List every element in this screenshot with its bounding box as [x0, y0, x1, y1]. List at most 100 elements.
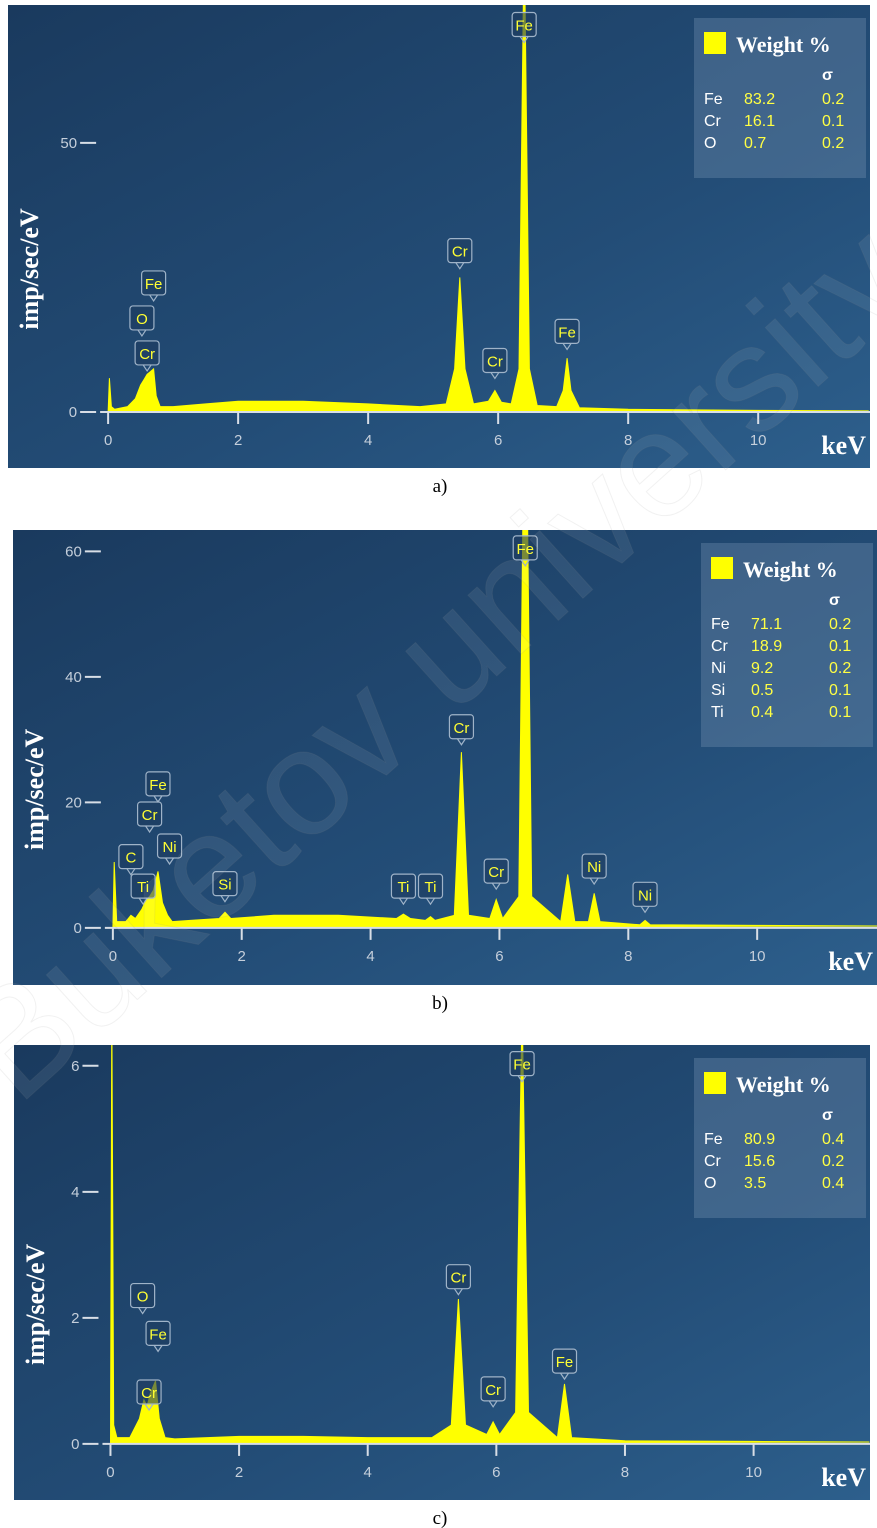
- y-tick-label: 20: [65, 794, 82, 811]
- legend-sigma: σ: [829, 592, 840, 609]
- peak-label-box: [482, 347, 508, 374]
- legend-error: 0.2: [822, 135, 844, 152]
- peak-label-pointer: [138, 1307, 148, 1315]
- peak-label-pointer: [456, 738, 466, 746]
- x-tick-label: 2: [235, 1464, 243, 1481]
- peak-label-pointer: [517, 1075, 527, 1083]
- y-axis-title: imp/sec/eV: [15, 208, 44, 330]
- x-tick-label: 4: [366, 948, 374, 965]
- peak-label: Cr: [450, 1270, 466, 1287]
- peak-label: Cr: [452, 244, 468, 261]
- y-tick-label: 6: [71, 1058, 79, 1075]
- y-tick-label: 0: [69, 404, 77, 421]
- peak-label-box: [130, 873, 156, 899]
- peak-label-pointer: [488, 1400, 498, 1408]
- peak-label: Fe: [515, 18, 533, 35]
- legend-error: 0.1: [829, 638, 851, 655]
- legend-error: 0.2: [829, 660, 851, 677]
- legend-error: 0.1: [829, 682, 851, 699]
- legend-value: 71.1: [751, 616, 782, 633]
- peak-label: Fe: [516, 541, 534, 558]
- x-tick-label: 2: [238, 948, 246, 965]
- peak-label-box: [483, 858, 509, 884]
- peak-label: Ti: [425, 879, 437, 896]
- y-axis-title: imp/sec/eV: [21, 1243, 50, 1365]
- peak-label-box: [136, 801, 163, 827]
- peak-label: Cr: [488, 864, 504, 881]
- peak-label-box: [632, 881, 658, 907]
- x-tick-label: 0: [104, 432, 112, 449]
- peak-label: O: [137, 1289, 149, 1306]
- peak-label: Ni: [162, 839, 176, 856]
- x-tick-label: 8: [624, 432, 632, 449]
- legend-value: 80.9: [744, 1131, 775, 1148]
- legend-value: 0.5: [751, 682, 773, 699]
- peak-label-pointer: [519, 36, 529, 44]
- peak-label-box: [136, 1379, 162, 1405]
- legend-swatch: [711, 557, 733, 579]
- peak-label-pointer: [126, 868, 136, 876]
- legend-error: 0.1: [822, 113, 844, 130]
- peak-label-pointer: [138, 897, 148, 906]
- peak-label-pointer: [589, 877, 599, 886]
- peak-label-pointer: [491, 882, 501, 891]
- peak-label-box: [212, 871, 238, 897]
- peak-label-pointer: [145, 825, 155, 834]
- peak-label-pointer: [137, 329, 147, 338]
- y-tick-label: 50: [60, 135, 77, 152]
- x-tick-label: 2: [234, 432, 242, 449]
- y-tick-label: 2: [71, 1310, 79, 1327]
- x-tick-label: 10: [750, 432, 767, 449]
- y-axis-title: imp/sec/eV: [20, 728, 49, 850]
- legend-value: 9.2: [751, 660, 773, 677]
- peak-label-box: [448, 714, 475, 740]
- legend-value: 3.5: [744, 1175, 766, 1192]
- y-tick-label: 0: [71, 1436, 79, 1453]
- x-tick-label: 4: [364, 432, 372, 449]
- legend-swatch: [704, 32, 726, 54]
- legend-value: 83.2: [744, 91, 775, 108]
- peak-label-pointer: [165, 857, 175, 866]
- legend-element: Ti: [711, 704, 724, 721]
- y-tick-label: 4: [71, 1184, 79, 1201]
- x-tick-label: 0: [106, 1464, 114, 1481]
- peak-label: Ti: [397, 879, 409, 896]
- legend-error: 0.2: [829, 616, 851, 633]
- panel-caption: a): [433, 476, 448, 497]
- x-tick-label: 6: [494, 432, 502, 449]
- spectrum: [109, 1045, 870, 1445]
- peak-label-pointer: [142, 364, 152, 373]
- x-axis-title: keV: [821, 431, 866, 460]
- peak-label-box: [145, 1320, 171, 1346]
- peak-label-pointer: [520, 559, 530, 567]
- peak-label-box: [445, 1264, 471, 1290]
- peak-label: Cr: [141, 1385, 157, 1402]
- peak-label: Cr: [485, 1382, 501, 1399]
- x-axis-title: keV: [821, 1463, 866, 1492]
- legend-value: 18.9: [751, 638, 782, 655]
- legend-element: Cr: [711, 638, 729, 655]
- y-tick-label: 40: [65, 669, 82, 686]
- peak-label: Cr: [139, 346, 155, 363]
- panel-caption: b): [432, 993, 448, 1014]
- peak-label-box: [511, 11, 537, 38]
- peak-label: Ni: [638, 887, 652, 904]
- x-tick-label: 0: [109, 948, 117, 965]
- legend-element: Cr: [704, 113, 722, 130]
- x-tick-label: 10: [749, 948, 766, 965]
- peak-label: C: [125, 850, 136, 867]
- peak-label-box: [141, 270, 167, 296]
- x-tick-label: 8: [621, 1464, 629, 1481]
- legend-value: 0.4: [751, 704, 773, 721]
- peak-label: O: [136, 311, 148, 328]
- peak-label-box: [512, 535, 538, 561]
- peak-label-box: [130, 1282, 156, 1309]
- peak-label-pointer: [562, 343, 572, 351]
- x-tick-label: 8: [624, 948, 632, 965]
- panel-caption: c): [433, 1508, 448, 1528]
- legend-error: 0.4: [822, 1131, 844, 1148]
- peak-label-box: [509, 1051, 535, 1077]
- peak-label: Fe: [513, 1057, 531, 1074]
- peak-label: Cr: [487, 353, 503, 370]
